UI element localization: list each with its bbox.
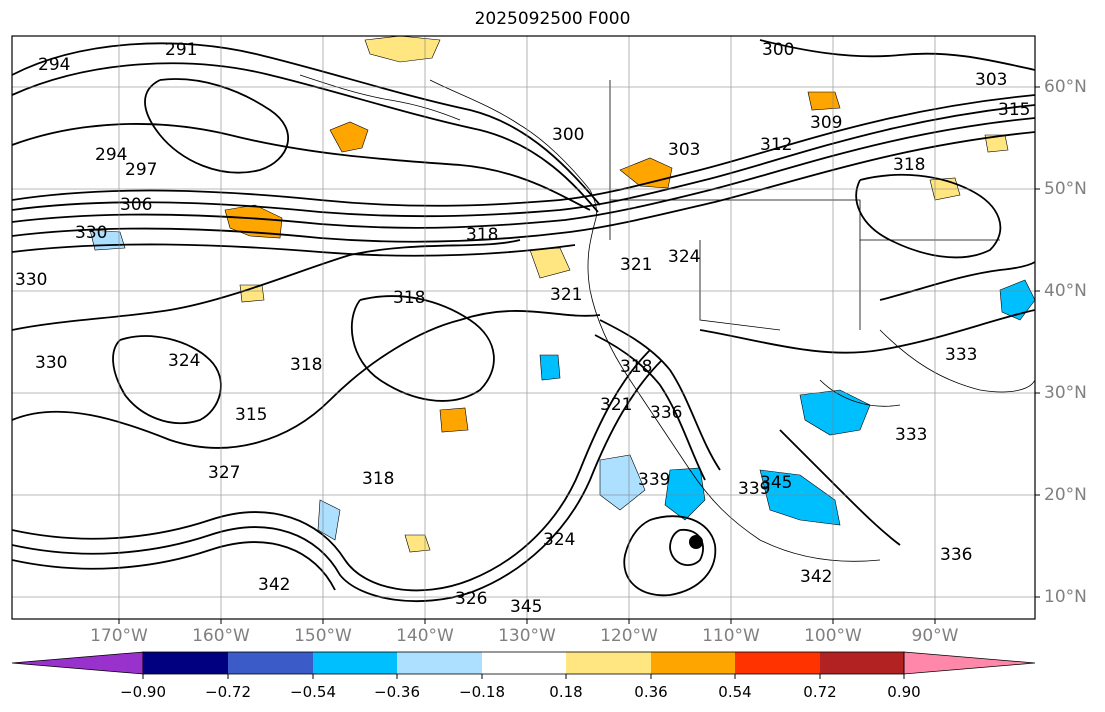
lat-label: 30°N bbox=[1044, 383, 1087, 403]
contour-label: 318 bbox=[393, 288, 425, 308]
lon-label: 160°W bbox=[192, 626, 250, 646]
contour-label: 345 bbox=[760, 473, 792, 493]
contour-label: 318 bbox=[362, 469, 394, 489]
contour-label: 330 bbox=[15, 270, 47, 290]
contour-label: 306 bbox=[120, 195, 152, 215]
contour-label: 294 bbox=[95, 145, 127, 165]
contour-label: 324 bbox=[668, 247, 700, 267]
colorbar-segment bbox=[482, 652, 566, 674]
colorbar-tick-label: −0.90 bbox=[120, 683, 166, 701]
contour-label: 318 bbox=[466, 225, 498, 245]
contour-label: 342 bbox=[258, 575, 290, 595]
colorbar-segment bbox=[566, 652, 651, 674]
contour-label: 318 bbox=[893, 155, 925, 175]
contour-label: 333 bbox=[895, 425, 927, 445]
contour-label: 327 bbox=[208, 463, 240, 483]
contour-label: 300 bbox=[762, 40, 794, 60]
colorbar-tick-label: 0.36 bbox=[634, 683, 668, 701]
colorbar-outline bbox=[142, 651, 905, 675]
colorbar bbox=[11, 651, 1036, 679]
colorbar-segment bbox=[820, 652, 904, 674]
coastlines bbox=[299, 74, 1035, 562]
lat-label: 10°N bbox=[1044, 587, 1087, 607]
colorbar-segment bbox=[313, 652, 397, 674]
colorbar-tick-label: 0.90 bbox=[887, 683, 921, 701]
contour-lines bbox=[12, 39, 1035, 602]
contour-label: 300 bbox=[552, 125, 584, 145]
contour-label: 312 bbox=[760, 135, 792, 155]
lat-label: 20°N bbox=[1044, 485, 1087, 505]
colorbar-tick-label: 0.54 bbox=[718, 683, 752, 701]
axis-ticks bbox=[118, 86, 1040, 624]
contour-label: 309 bbox=[810, 113, 842, 133]
contour-label: 330 bbox=[35, 353, 67, 373]
contour-label: 321 bbox=[550, 285, 582, 305]
contour-label: 324 bbox=[543, 530, 575, 550]
contour-label: 342 bbox=[800, 567, 832, 587]
lat-label: 40°N bbox=[1044, 281, 1087, 301]
lon-label: 120°W bbox=[600, 626, 658, 646]
lon-label: 110°W bbox=[702, 626, 760, 646]
contour-label: 297 bbox=[125, 160, 157, 180]
colorbar-under-arrow bbox=[11, 651, 144, 675]
map-frame bbox=[11, 35, 1036, 620]
lat-label: 60°N bbox=[1044, 77, 1087, 97]
colorbar-tick-label: −0.54 bbox=[290, 683, 336, 701]
colorbar-tick-label: 0.18 bbox=[549, 683, 583, 701]
colorbar-tick-label: −0.18 bbox=[459, 683, 505, 701]
lon-label: 100°W bbox=[804, 626, 862, 646]
contour-label: 303 bbox=[668, 140, 700, 160]
lat-label: 50°N bbox=[1044, 179, 1087, 199]
contour-label: 303 bbox=[975, 70, 1007, 90]
contour-label: 345 bbox=[510, 597, 542, 617]
contour-label: 321 bbox=[620, 255, 652, 275]
lon-label: 130°W bbox=[498, 626, 556, 646]
lon-label: 90°W bbox=[911, 626, 959, 646]
contour-label: 336 bbox=[940, 545, 972, 565]
contour-label: 333 bbox=[945, 345, 977, 365]
cyclone-center-marker bbox=[689, 535, 703, 549]
contour-label: 324 bbox=[168, 351, 200, 371]
contour-label: 315 bbox=[998, 100, 1030, 120]
lon-label: 170°W bbox=[90, 626, 148, 646]
lon-label: 140°W bbox=[396, 626, 454, 646]
contour-label: 318 bbox=[620, 357, 652, 377]
contour-label-group: 291 294 294 297 300 300 303 303 306 309 … bbox=[15, 40, 1030, 617]
colorbar-over-arrow bbox=[903, 651, 1036, 675]
contour-label: 318 bbox=[290, 355, 322, 375]
contour-label: 294 bbox=[38, 55, 70, 75]
contour-label: 326 bbox=[455, 589, 487, 609]
contour-label: 330 bbox=[75, 223, 107, 243]
colorbar-tick-label: −0.36 bbox=[374, 683, 420, 701]
colorbar-segment bbox=[651, 652, 735, 674]
gridlines bbox=[12, 36, 1035, 619]
contour-label: 315 bbox=[235, 405, 267, 425]
contour-label: 321 bbox=[600, 395, 632, 415]
map-title: 2025092500 F000 bbox=[474, 9, 631, 29]
colorbar-segment bbox=[735, 652, 820, 674]
lon-label: 150°W bbox=[294, 626, 352, 646]
colorbar-segment bbox=[228, 652, 313, 674]
contour-label: 291 bbox=[165, 40, 197, 60]
colorbar-segment bbox=[397, 652, 482, 674]
contour-label: 339 bbox=[738, 479, 770, 499]
colorbar-tick-label: −0.72 bbox=[205, 683, 251, 701]
colorbar-segment bbox=[143, 652, 228, 674]
contour-label: 336 bbox=[650, 403, 682, 423]
colorbar-tick-label: 0.72 bbox=[803, 683, 837, 701]
contour-label: 339 bbox=[638, 470, 670, 490]
